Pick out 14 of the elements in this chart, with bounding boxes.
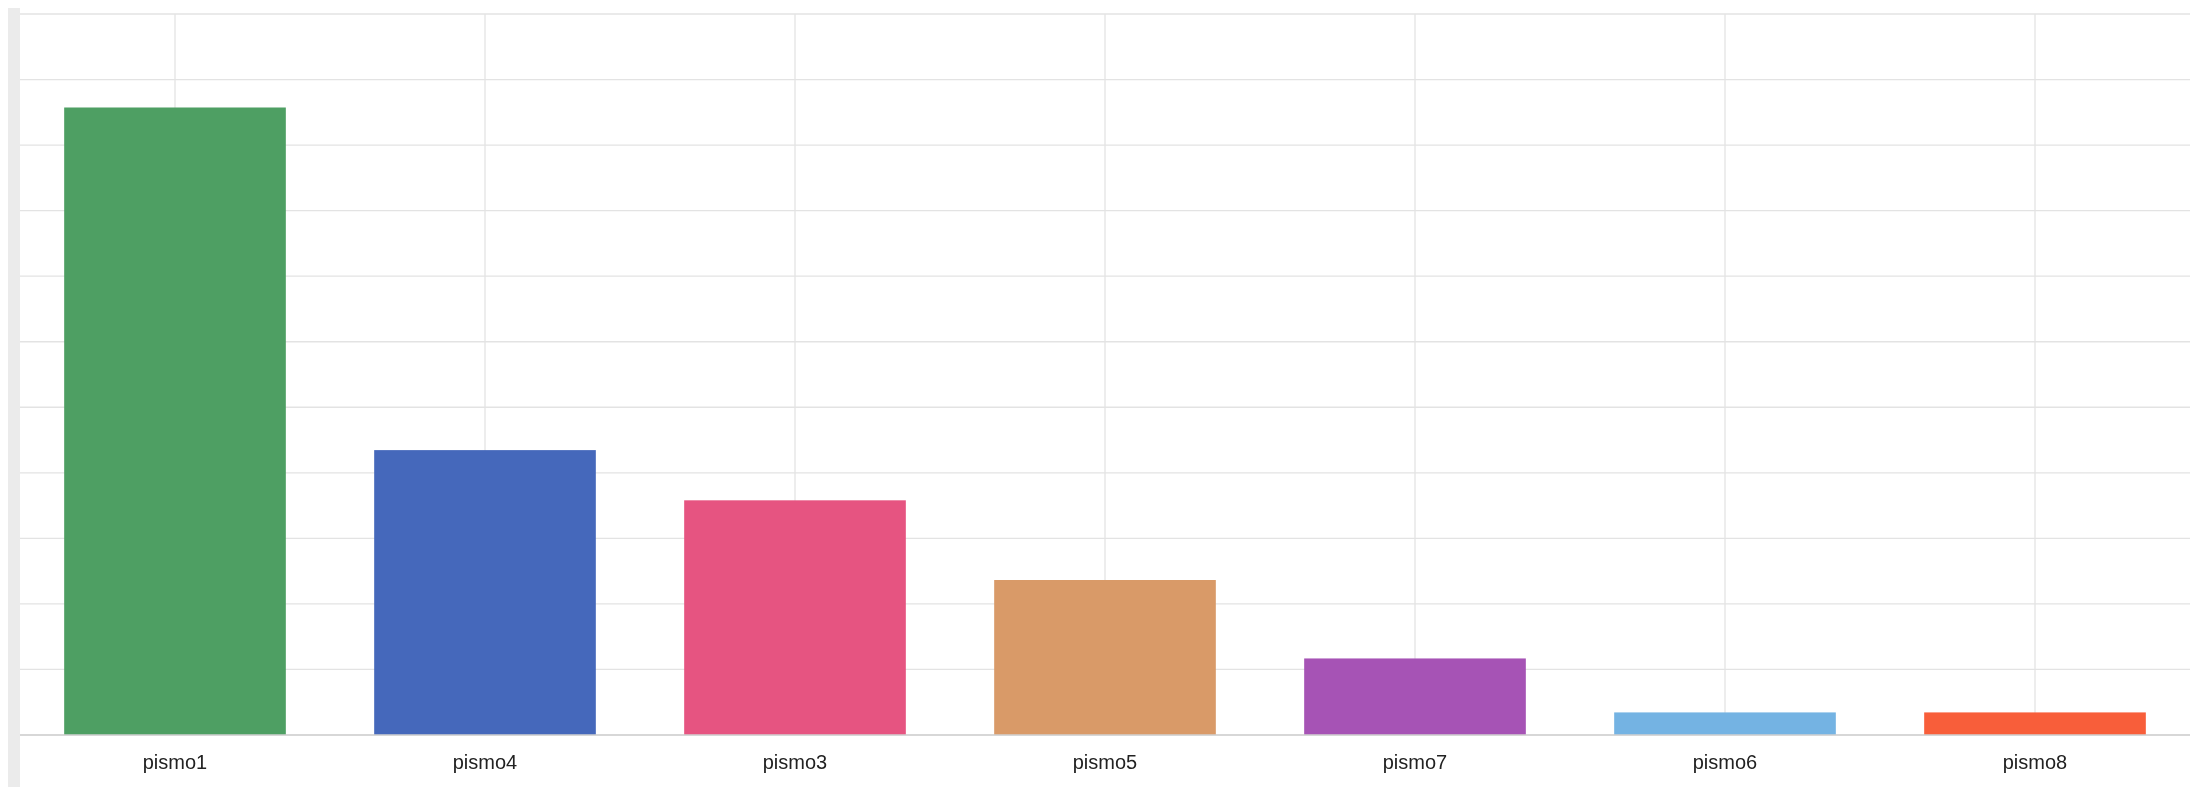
x-tick-label: pismo7 xyxy=(1382,751,1448,773)
x-tick-label: pismo5 xyxy=(1072,751,1138,773)
x-tick-label: pismo1 xyxy=(142,751,208,773)
bar xyxy=(1924,712,2146,735)
x-tick-label: pismo3 xyxy=(762,751,828,773)
bar xyxy=(1614,712,1836,735)
bar xyxy=(1304,658,1526,735)
x-tick-label: pismo4 xyxy=(452,751,518,773)
bar xyxy=(64,107,286,735)
x-tick-label: pismo8 xyxy=(2002,751,2068,773)
bar xyxy=(994,580,1216,735)
bar xyxy=(374,450,596,735)
x-tick-label: pismo6 xyxy=(1692,751,1758,773)
bar xyxy=(684,500,906,735)
